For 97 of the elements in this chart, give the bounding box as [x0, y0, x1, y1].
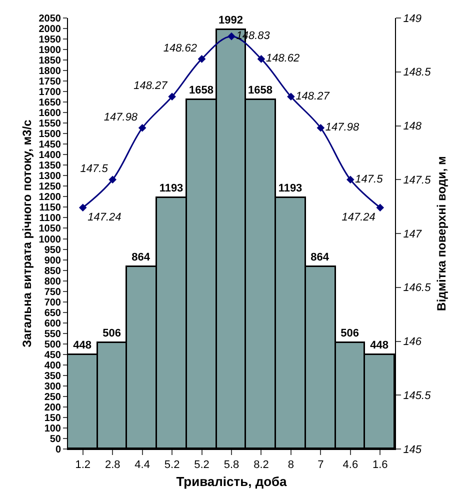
y-tick-label: 1200	[38, 192, 62, 204]
x-tick-label: 4.6	[342, 459, 358, 472]
data-label: 147.98	[104, 111, 138, 124]
y-tick-label: 1300	[38, 171, 62, 182]
y-axis-title: Загальна витрата річного потоку, м3/с	[20, 119, 34, 348]
x-tick-label: 4.4	[134, 459, 150, 472]
y-tick-label: 1850	[38, 56, 62, 67]
y-tick-label: 850	[44, 266, 62, 277]
data-label: 448	[73, 339, 92, 352]
y-tick-label: 250	[44, 392, 62, 403]
point	[78, 204, 87, 212]
y-tick-label: 1700	[38, 87, 62, 98]
y-tick-label: 600	[44, 318, 62, 330]
y-tick-label: 450	[44, 350, 62, 361]
y-tick-label: 1250	[38, 182, 62, 193]
data-label: 448	[370, 339, 388, 352]
x-tick-label: 7	[318, 459, 324, 472]
y-tick-label: 2000	[38, 24, 62, 36]
x-tick-label: 1.6	[372, 459, 388, 472]
y-tick-label: 150	[44, 412, 62, 424]
point	[316, 124, 325, 132]
point	[287, 92, 295, 101]
y-tick-label: 1050	[38, 224, 62, 235]
data-label: 147.98	[325, 122, 360, 134]
y2-tick-label: 148.5	[403, 66, 432, 79]
y-tick-label: 350	[44, 370, 62, 382]
data-label: 506	[340, 327, 359, 340]
y-tick-label: 1100	[39, 213, 62, 224]
x-tick-label: 5.8	[224, 459, 240, 472]
data-label: 147.24	[88, 212, 122, 224]
point	[168, 92, 176, 101]
y-tick-label: 1450	[38, 140, 62, 151]
data-label: 864	[132, 251, 151, 264]
x-tick-label: 5.2	[164, 459, 180, 472]
y-tick-label: 1750	[38, 76, 62, 88]
y-tick-label: 1650	[38, 98, 62, 109]
data-label: 148.62	[163, 42, 198, 54]
y-tick-label: 400	[44, 360, 62, 372]
point	[346, 176, 354, 184]
x-tick-label: 8	[288, 459, 294, 472]
y-tick-label: 1150	[39, 202, 62, 214]
y-tick-label: 2050	[38, 14, 62, 24]
y-tick-label: 1950	[38, 34, 62, 46]
y-tick-label: 100	[44, 423, 62, 434]
data-label: 1992	[218, 14, 243, 26]
y-tick-label: 1400	[38, 150, 62, 162]
y-tick-label: 700	[44, 297, 62, 308]
data-label: 864	[310, 251, 330, 264]
y-tick-label: 900	[44, 255, 62, 266]
y-tick-label: 300	[44, 381, 62, 392]
point	[138, 124, 146, 132]
y-tick-label: 550	[44, 328, 62, 340]
y2-tick-label: 148	[403, 120, 422, 133]
data-label: 1193	[159, 182, 184, 194]
y-tick-label: 50	[50, 434, 62, 445]
point	[228, 32, 236, 40]
y2-tick-label: 146	[403, 336, 422, 348]
point	[257, 55, 266, 63]
x-tick-label: 5.2	[194, 459, 210, 472]
y-tick-label: 1900	[38, 45, 62, 56]
data-label: 506	[102, 327, 121, 340]
data-label: 148.27	[134, 80, 168, 92]
data-label: 147.5	[80, 163, 109, 176]
data-label: 1658	[248, 84, 272, 96]
x-tick-label: 1.2	[75, 459, 91, 472]
y-tick-label: 1500	[38, 129, 62, 140]
y2-tick-label: 149	[403, 12, 422, 25]
x-tick-label: 2.8	[104, 459, 120, 472]
data-label: 147.24	[342, 212, 376, 224]
y-tick-label: 650	[44, 308, 62, 319]
y-tick-label: 1000	[38, 234, 62, 246]
point	[108, 176, 116, 184]
x-axis-title: Тривалість, доба	[176, 474, 288, 489]
point	[376, 204, 384, 212]
y2-tick-label: 147	[403, 228, 422, 240]
y2-axis-title: Відмітка поверхні води, м	[434, 156, 449, 311]
data-label: 148.27	[296, 90, 330, 102]
y2-tick-label: 146.5	[403, 282, 432, 294]
y-tick-label: 1350	[38, 160, 62, 172]
y2-tick-label: 145.5	[403, 390, 432, 402]
y-tick-label: 1800	[38, 66, 62, 78]
y-tick-label: 500	[44, 339, 62, 350]
y2-tick-label: 147.5	[403, 174, 432, 186]
y2-tick-label: 145	[403, 444, 422, 456]
y-tick-label: 1600	[38, 108, 62, 120]
x-tick-label: 8.2	[254, 459, 269, 472]
y-tick-label: 800	[44, 276, 62, 288]
data-label: 147.5	[355, 173, 384, 186]
y-tick-label: 0	[55, 444, 62, 456]
data-label: 148.62	[266, 52, 300, 65]
y-tick-label: 950	[44, 244, 62, 256]
y-tick-label: 750	[44, 286, 62, 298]
data-label: 1658	[189, 84, 214, 96]
point	[198, 55, 206, 63]
y-tick-label: 200	[44, 402, 62, 414]
y-tick-label: 1550	[38, 118, 62, 130]
data-label: 1193	[278, 182, 302, 194]
